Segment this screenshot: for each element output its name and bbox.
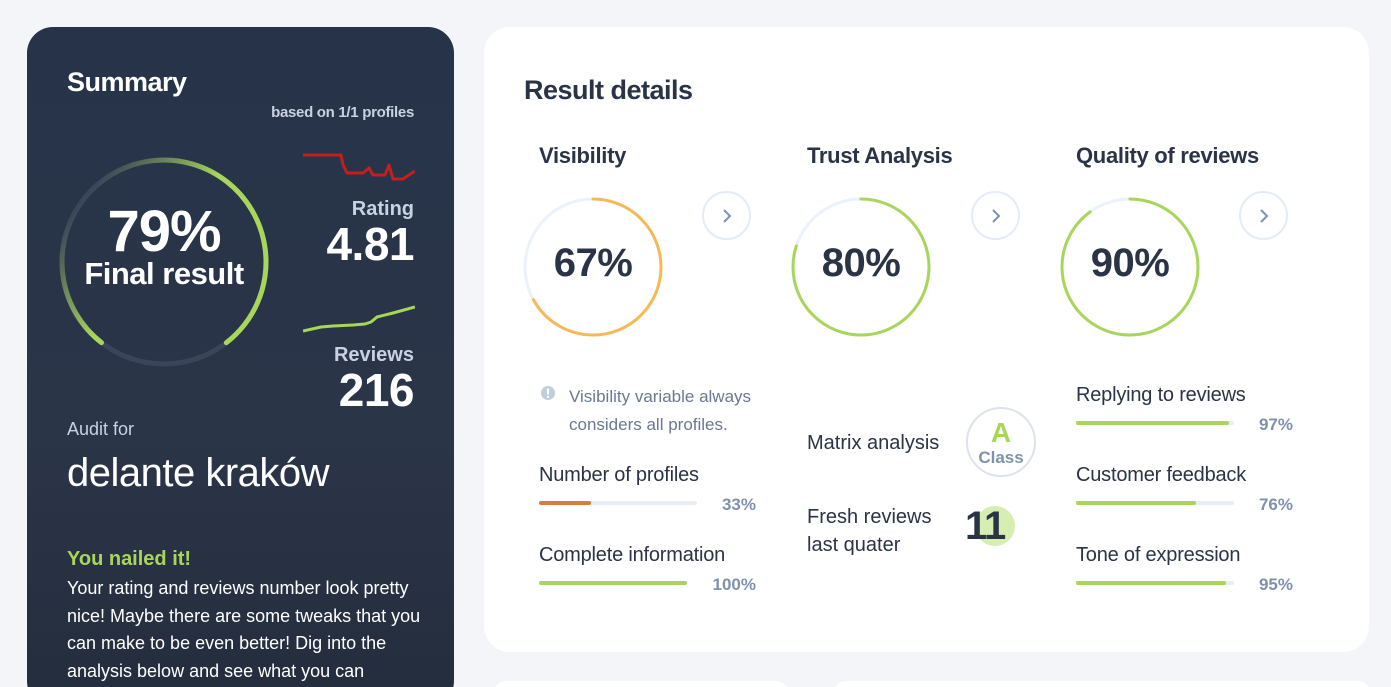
matrix-analysis-label: Matrix analysis	[807, 432, 940, 454]
metric-complete-information-label: Complete information	[539, 544, 726, 566]
trust-analysis-details-button[interactable]	[971, 191, 1020, 240]
info-icon	[541, 386, 555, 400]
next-card-right	[832, 681, 1372, 687]
trust-analysis-title: Trust Analysis	[807, 143, 953, 168]
audit-for-label: Audit for	[67, 419, 135, 439]
metric-replying-to-reviews-bar	[1076, 421, 1234, 425]
reviews-value: 216	[338, 364, 415, 416]
quality-of-reviews-title: Quality of reviews	[1076, 143, 1259, 168]
summary-card: Summary based on 1/1 profiles 79% Final …	[27, 27, 454, 687]
fresh-reviews-highlight	[975, 506, 1015, 546]
rating-label: Rating	[351, 198, 414, 220]
class-letter: A	[990, 417, 1012, 448]
class-label: Class	[978, 448, 1024, 467]
result-details-title: Result details	[524, 75, 693, 105]
rating-value: 4.81	[326, 218, 414, 270]
chevron-right-icon	[1259, 208, 1268, 223]
final-result-ring	[59, 157, 269, 367]
chevron-right-icon	[722, 208, 731, 223]
visibility-percent: 67%	[553, 241, 633, 285]
class-badge: A Class	[966, 407, 1036, 477]
final-result-percent: 79%	[107, 199, 221, 264]
metric-number-of-profiles-label: Number of profiles	[539, 464, 699, 486]
metric-replying-to-reviews-label: Replying to reviews	[1076, 384, 1246, 406]
metric-customer-feedback-bar	[1076, 501, 1234, 505]
visibility-title: Visibility	[539, 143, 627, 168]
metric-number-of-profiles-percent: 33%	[721, 495, 756, 514]
visibility-note: Visibility variable always considers all…	[569, 387, 752, 434]
trust-analysis-gauge	[791, 197, 931, 337]
fresh-reviews-label: Fresh reviews last quater	[807, 506, 932, 556]
verdict-heading: You nailed it!	[67, 548, 192, 570]
rating-sparkline	[303, 153, 415, 181]
metric-complete-information-bar	[539, 581, 687, 585]
verdict-description: Your rating and reviews number look pret…	[67, 578, 421, 681]
metric-number-of-profiles-bar	[539, 501, 697, 505]
quality-of-reviews-percent: 90%	[1090, 241, 1170, 285]
audit-business-name: delante kraków	[67, 451, 330, 495]
metric-customer-feedback-percent: 76%	[1258, 495, 1293, 514]
metric-tone-of-expression-percent: 95%	[1258, 575, 1293, 594]
quality-of-reviews-details-button[interactable]	[1239, 191, 1288, 240]
final-result-label: Final result	[84, 256, 244, 291]
next-card-left	[492, 681, 790, 687]
reviews-sparkline	[303, 305, 415, 333]
metric-tone-of-expression-bar	[1076, 581, 1234, 585]
metric-complete-information-percent: 100%	[712, 575, 756, 594]
reviews-label: Reviews	[333, 344, 414, 366]
trust-analysis-percent: 80%	[821, 241, 901, 285]
summary-title: Summary	[67, 67, 187, 97]
chevron-right-icon	[991, 208, 1000, 223]
quality-of-reviews-gauge	[1060, 197, 1200, 337]
visibility-gauge	[523, 197, 663, 337]
metric-replying-to-reviews-percent: 97%	[1258, 415, 1293, 434]
metric-tone-of-expression-label: Tone of expression	[1076, 544, 1241, 566]
visibility-details-button[interactable]	[702, 191, 751, 240]
result-details-card: Result details Visibility 67% Visibility…	[484, 27, 1369, 652]
fresh-reviews-value: 11	[965, 504, 1006, 548]
metric-customer-feedback-label: Customer feedback	[1076, 464, 1247, 486]
based-on-profiles: based on 1/1 profiles	[271, 104, 414, 121]
